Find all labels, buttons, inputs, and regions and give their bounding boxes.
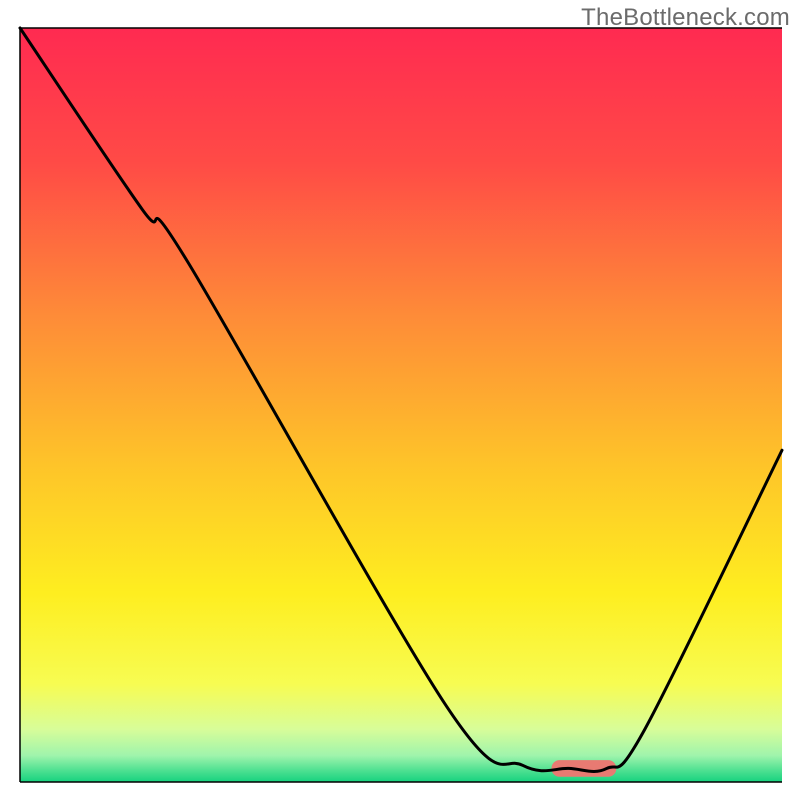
- watermark-text: TheBottleneck.com: [581, 4, 790, 32]
- bottleneck-curve-chart: [0, 0, 800, 800]
- gradient-background: [20, 28, 782, 782]
- plot-area: [20, 28, 782, 782]
- chart-container: TheBottleneck.com: [0, 0, 800, 800]
